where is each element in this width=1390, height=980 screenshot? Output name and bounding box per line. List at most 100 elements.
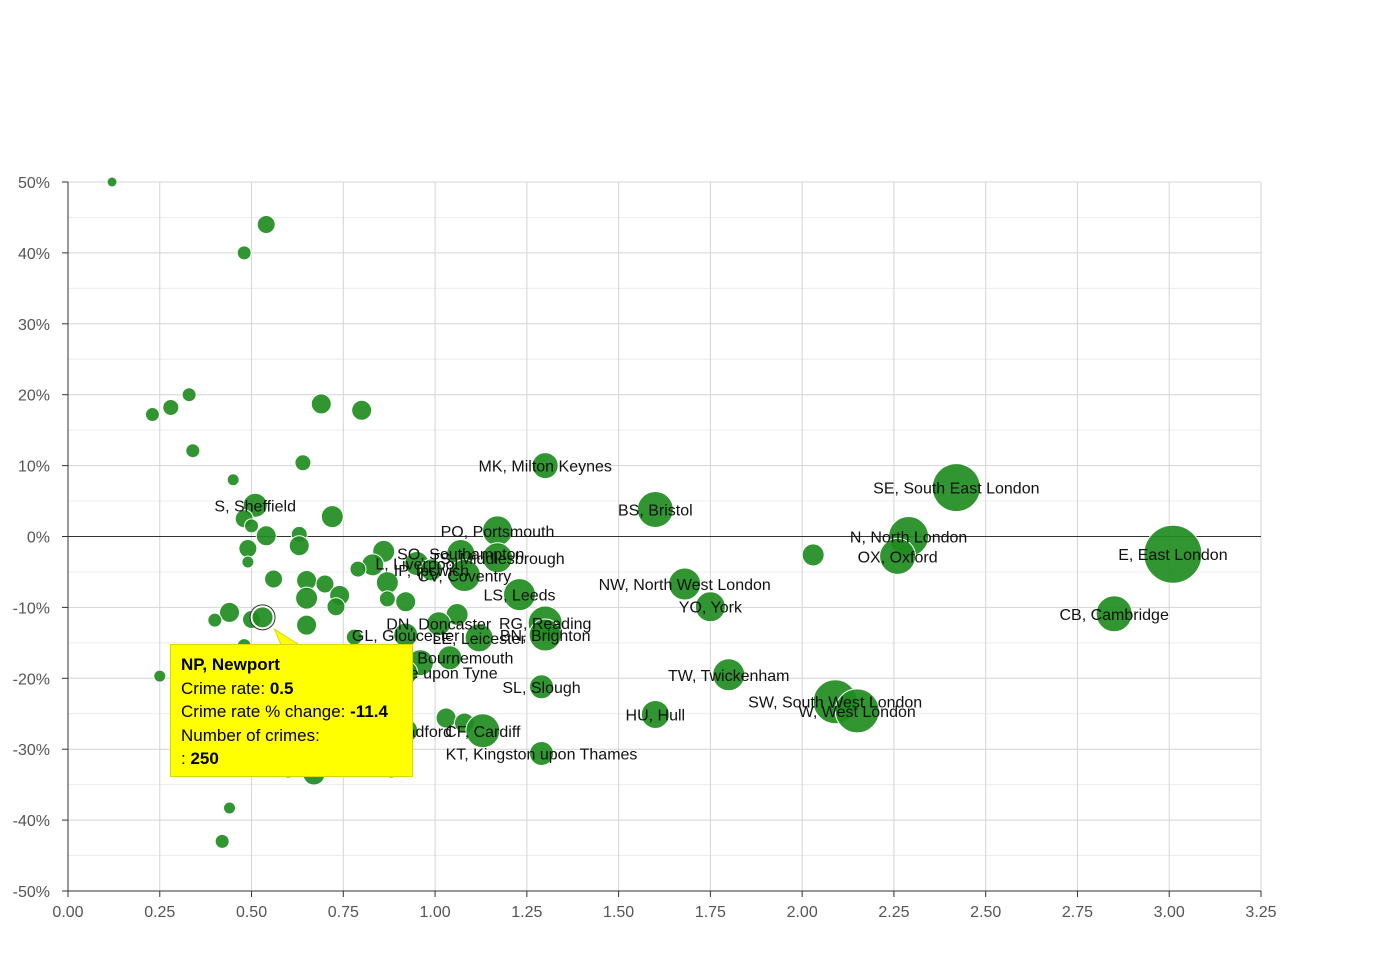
bubble: [465, 713, 501, 749]
x-tick-label: 2.50: [970, 904, 1001, 921]
bubble-label: BN, Brighton: [500, 628, 591, 645]
bubble: [529, 674, 555, 700]
bubble: [244, 518, 260, 534]
bubble: [351, 399, 373, 421]
bubble: [1143, 524, 1203, 584]
tooltip-count-value: 250: [190, 749, 219, 768]
bubble: [1095, 595, 1133, 633]
bubble: [310, 393, 332, 415]
bubble-label: TW, Twickenham: [668, 668, 790, 685]
x-tick-label: 1.75: [695, 904, 726, 921]
bubble: [464, 623, 494, 653]
bubble: [288, 535, 310, 557]
bubble: [153, 669, 167, 683]
tooltip-crime-rate-label: Crime rate:: [181, 678, 266, 698]
x-tick-label: 2.00: [787, 904, 818, 921]
bubble: [326, 597, 346, 617]
bubble-label: OX, Oxford: [858, 549, 938, 566]
x-tick-label: 2.75: [1062, 904, 1093, 921]
bubble: [528, 618, 562, 652]
bubble: [226, 473, 240, 487]
bubble: [640, 699, 670, 729]
bubble: [264, 569, 284, 589]
bubble-label: HU, Hull: [626, 707, 686, 724]
y-tick-label: 30%: [18, 317, 50, 334]
tooltip-pointer: [249, 604, 307, 649]
x-axis-ticks: 0.00 0.25 0.50 0.75 1.00 1.25 1.50 1.75 2.00 2.25…: [52, 891, 1277, 921]
bubble-label: CV, Coventry: [418, 568, 512, 585]
bubble: [295, 586, 319, 610]
y-tick-label: -50%: [13, 884, 50, 901]
tooltip: NP, Newport Crime rate: 0.5 Crime rate %…: [170, 644, 413, 777]
x-tick-label: 1.25: [511, 904, 542, 921]
bubble-label: N, North London: [850, 530, 967, 547]
bubble-label: E, East London: [1118, 547, 1227, 564]
bubble: [529, 740, 555, 766]
bubble-label: IP, Ipswich: [394, 563, 469, 580]
bubble-label: KT, Kingston upon Thames: [446, 746, 638, 763]
bubble: [315, 574, 335, 594]
bubble-label: PO, Portsmouth: [441, 524, 555, 541]
bubble: [241, 555, 255, 569]
tooltip-count-label: Number of crimes:: [181, 725, 320, 745]
bubble: [223, 801, 237, 815]
bubble: [419, 558, 443, 582]
bubble: [395, 591, 417, 613]
bubble-label: L, Liverpool: [375, 556, 458, 573]
bubble: [349, 560, 367, 578]
bubble-label: SE, South East London: [873, 481, 1039, 498]
bubble: [712, 658, 746, 692]
y-tick-label: 40%: [18, 246, 50, 263]
bubble: [636, 491, 674, 529]
highlight-outline: [249, 604, 276, 631]
bubble-label: SO, Southampton: [397, 547, 524, 564]
bubble: [181, 387, 197, 403]
x-tick-label: 0.00: [52, 904, 83, 921]
bubble: [879, 537, 917, 575]
bubble-label: SW, South West London: [748, 695, 922, 712]
x-tick-label: 1.50: [603, 904, 634, 921]
bubble: [236, 245, 252, 261]
bubble-label: GL, Gloucester: [352, 628, 460, 645]
bubble: [144, 407, 160, 423]
bubble: [531, 452, 559, 480]
bubble: [296, 614, 318, 636]
bubble-label: RG, Reading: [499, 616, 592, 633]
tooltip-count-prefix: :: [181, 749, 186, 768]
y-tick-label: -40%: [13, 813, 50, 830]
y-tick-label: -30%: [13, 742, 50, 759]
tooltip-change-label: Crime rate % change:: [181, 702, 346, 721]
x-tick-label: 0.25: [144, 904, 175, 921]
tooltip-crime-rate-value: 0.5: [269, 678, 294, 698]
bubble: [106, 176, 118, 188]
tooltip-change-value: -11.4: [350, 702, 388, 721]
bubble: [503, 578, 537, 612]
bubble-labels: MK, Milton Keynes S, Sheffield BS, Bristol…: [214, 459, 1227, 764]
bubble-label: DN, Doncaster: [386, 617, 492, 634]
bubble-label: MK, Milton Keynes: [479, 459, 612, 476]
y-tick-label: 50%: [18, 175, 50, 192]
x-tick-label: 3.25: [1245, 904, 1276, 921]
bubble: [219, 601, 241, 623]
bubble-label: LS, Leeds: [483, 588, 555, 605]
bubble-label: TS, Middlesbrough: [430, 551, 564, 568]
bubble-label: YO, York: [679, 600, 743, 617]
bubble-label: W, West London: [799, 704, 916, 721]
x-tick-label: 2.25: [878, 904, 909, 921]
x-tick-label: 0.50: [236, 904, 267, 921]
bubble: [185, 443, 201, 459]
bubble: [214, 833, 230, 849]
y-tick-label: 10%: [18, 459, 50, 476]
y-tick-label: 0%: [27, 530, 50, 547]
highlight-ring: [250, 605, 275, 630]
bubble: [162, 398, 180, 416]
bubble: [931, 463, 981, 513]
bubble: [255, 525, 277, 547]
bubble: [426, 611, 452, 637]
y-tick-label: -10%: [13, 600, 50, 617]
x-tick-label: 0.75: [328, 904, 359, 921]
bubble-label: CB, Cambridge: [1059, 607, 1168, 624]
bubble: [801, 543, 825, 567]
bubble: [447, 558, 481, 592]
